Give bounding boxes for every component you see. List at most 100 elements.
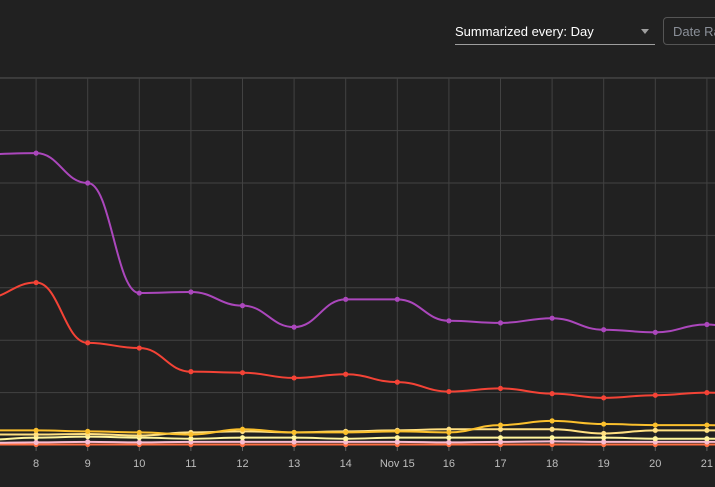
- series-line: [0, 419, 715, 436]
- series-point: [188, 436, 194, 442]
- series-point: [136, 439, 142, 445]
- x-tick-label: 12: [236, 458, 248, 470]
- series-point: [188, 369, 194, 375]
- series-point: [446, 388, 452, 395]
- series-point: [497, 426, 504, 432]
- series-point: [394, 435, 400, 441]
- series-point: [704, 436, 710, 442]
- series-point: [343, 429, 349, 436]
- series-point: [136, 290, 142, 296]
- series-point: [33, 279, 39, 286]
- date-range-field[interactable]: Date Ra: [663, 17, 715, 45]
- series-point: [549, 391, 555, 397]
- series-point: [652, 329, 658, 335]
- series-point: [601, 430, 607, 437]
- series-point: [446, 435, 452, 441]
- series-point: [136, 345, 142, 351]
- series-point: [239, 439, 246, 445]
- x-tick-label: 19: [598, 458, 610, 470]
- series-point: [343, 436, 349, 442]
- series-line: [0, 428, 715, 437]
- x-tick-label: 9: [85, 458, 91, 470]
- line-chart: 8 9 10 11 12 13 14 Nov 15 16 17 18 19 20 21: [0, 78, 715, 470]
- series-point: [497, 422, 504, 428]
- series-point: [652, 392, 658, 398]
- series-point: [704, 321, 710, 328]
- series-point: [239, 303, 246, 309]
- series-point: [343, 296, 349, 302]
- series-point: [291, 324, 297, 330]
- series-point: [291, 435, 297, 441]
- series-point: [446, 429, 452, 436]
- series-point: [549, 315, 555, 321]
- series-point: [601, 421, 607, 427]
- series-point: [601, 435, 607, 441]
- date-range-label: Date Ra: [673, 24, 715, 39]
- series-point: [497, 385, 504, 392]
- summarized-every-value: Summarized every: Day: [455, 24, 594, 39]
- series-point: [446, 318, 452, 324]
- series-point: [188, 289, 194, 295]
- series-point: [136, 429, 142, 436]
- series-point: [497, 435, 504, 441]
- series-point: [704, 422, 710, 428]
- series-line: [0, 281, 715, 399]
- series-point: [33, 427, 39, 433]
- series-point: [291, 429, 297, 436]
- series-point: [394, 379, 400, 385]
- series-point: [85, 428, 91, 434]
- series-point: [239, 426, 246, 432]
- x-tick-label: Nov 15: [380, 458, 415, 470]
- series-point: [652, 427, 658, 433]
- series-line: [0, 440, 715, 444]
- series-point: [549, 426, 555, 432]
- series-line: [0, 435, 715, 441]
- x-tick-label: 16: [443, 458, 455, 470]
- series-point: [601, 395, 607, 401]
- series-point: [497, 439, 504, 445]
- x-tick-label: 10: [133, 458, 145, 470]
- series-point: [33, 431, 39, 438]
- chart-toolbar: Summarized every: Day Date Ra: [0, 0, 715, 78]
- series-point: [652, 436, 658, 442]
- series-point: [549, 418, 555, 424]
- series-point: [239, 435, 246, 441]
- chart-grid: [0, 78, 715, 451]
- x-tick-label: 11: [185, 458, 196, 470]
- series-point: [549, 438, 555, 444]
- x-axis-ticks: 8 9 10 11 12 13 14 Nov 15 16 17 18 19 20 21: [33, 458, 713, 470]
- series-point: [394, 439, 400, 445]
- series-point: [188, 431, 194, 438]
- series-point: [394, 296, 400, 302]
- series-point: [704, 427, 710, 433]
- series-point: [601, 327, 607, 333]
- x-tick-label: 13: [288, 458, 300, 470]
- series-line: [0, 152, 715, 334]
- x-tick-label: 14: [340, 458, 352, 470]
- dropdown-arrow-icon: [641, 29, 649, 34]
- x-tick-label: 18: [546, 458, 558, 470]
- chart-series: [0, 152, 715, 446]
- series-point: [652, 422, 658, 428]
- series-point: [549, 435, 555, 441]
- series-point: [497, 320, 504, 326]
- series-point: [291, 375, 297, 381]
- series-point: [601, 439, 607, 445]
- series-point: [85, 180, 91, 186]
- series-point: [343, 371, 349, 377]
- series-point: [239, 370, 246, 376]
- x-tick-label: 20: [649, 458, 661, 470]
- series-point: [291, 439, 297, 445]
- series-point: [446, 439, 452, 445]
- summarized-every-select[interactable]: Summarized every: Day: [455, 17, 655, 45]
- series-point: [85, 439, 91, 445]
- x-tick-label: 17: [494, 458, 506, 470]
- series-point: [704, 390, 710, 396]
- series-point: [394, 428, 400, 434]
- chart-points: [33, 150, 710, 448]
- series-point: [85, 340, 91, 346]
- x-tick-label: 8: [33, 458, 39, 470]
- series-point: [33, 150, 39, 156]
- series-point: [33, 439, 39, 445]
- x-tick-label: 21: [701, 458, 713, 470]
